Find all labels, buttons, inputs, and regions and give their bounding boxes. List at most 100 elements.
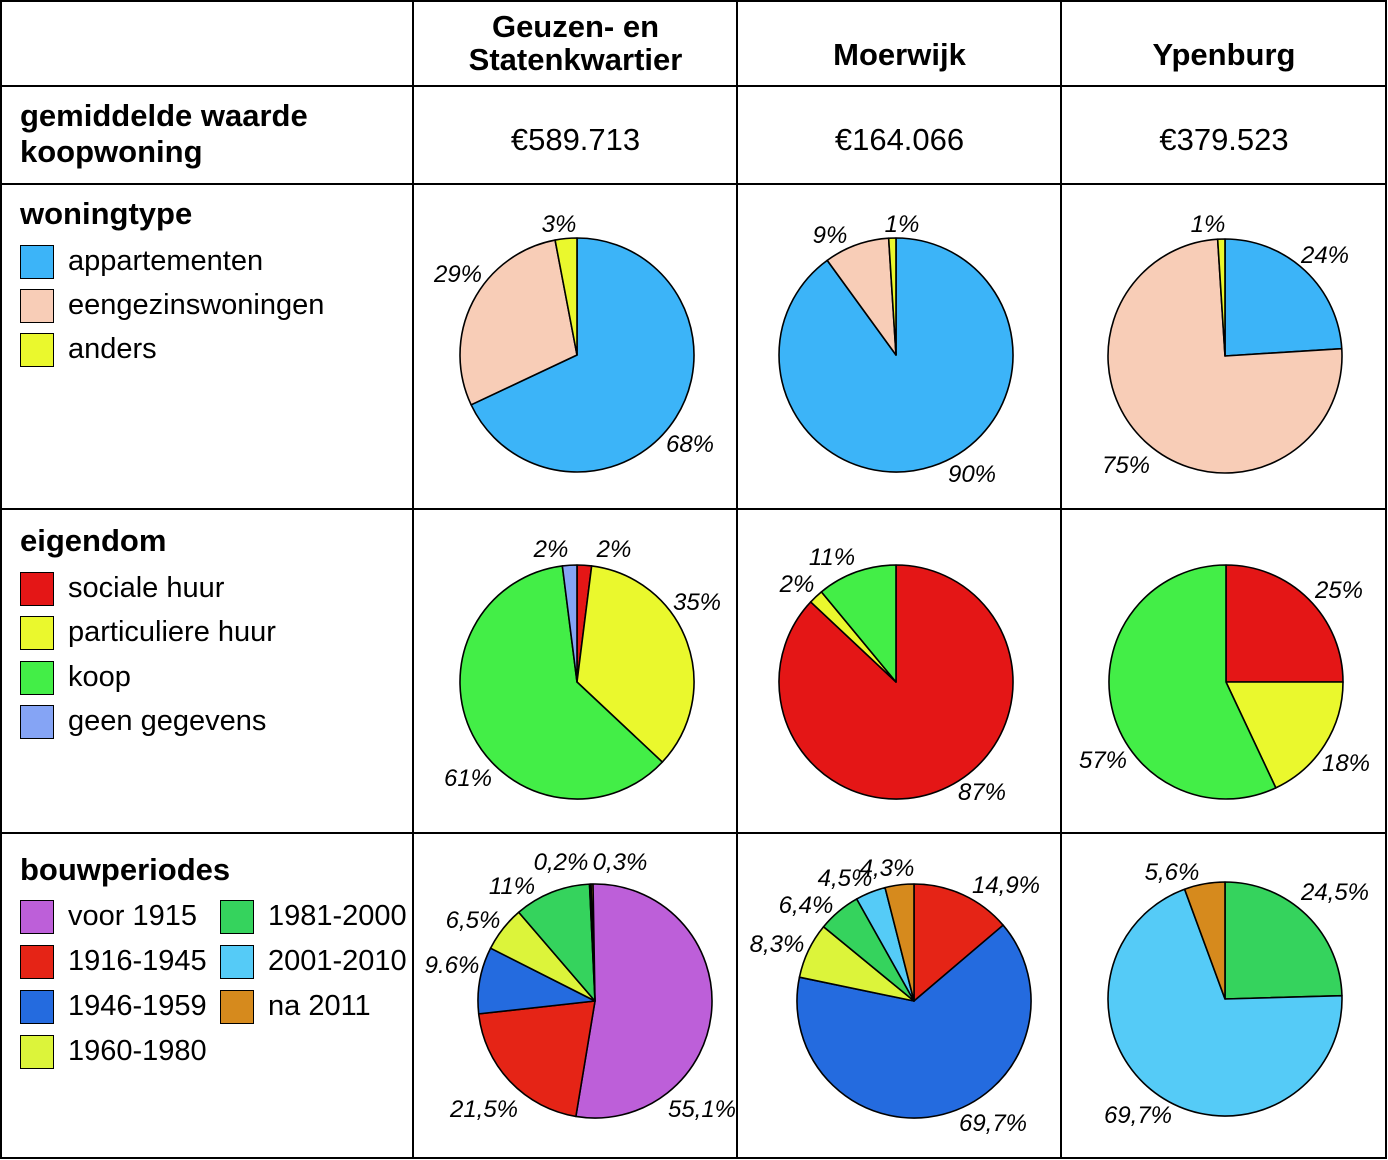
pie-chart: 2% 35% 61% 2%	[444, 536, 721, 800]
slice-label: 29%	[433, 261, 482, 288]
slice-label: 11%	[489, 873, 535, 900]
value-geuzen: €589.713	[510, 122, 641, 157]
row-label-line: gemiddelde waarde	[20, 98, 308, 133]
column-header-line: Geuzen- en	[491, 9, 660, 44]
slice-label: 9%	[813, 222, 848, 249]
pie-slice	[887, 237, 897, 356]
slice-label: 6,4%	[779, 892, 834, 919]
pie-slice	[820, 564, 897, 683]
pie-slice	[884, 883, 915, 1002]
slice-label: 24,5%	[1300, 879, 1369, 906]
legend-label: voor 1915	[68, 900, 197, 932]
slice-label: 11%	[809, 544, 855, 571]
slice-label: 25%	[1314, 577, 1363, 604]
slice-label: 4,5%	[818, 865, 873, 892]
pie-chart: 14,9% 69,7% 8,3% 6,4%4,5%4,3%	[750, 855, 1040, 1137]
pie-slice	[459, 239, 578, 406]
pie-slice	[1224, 238, 1343, 357]
slice-label: 21,5%	[449, 1096, 518, 1123]
legend-swatch-koop	[20, 661, 54, 695]
pie-chart: 24% 75% 1%	[1102, 211, 1349, 479]
legend-swatch-particuliere-huur	[20, 616, 54, 650]
slice-label: 69,7%	[959, 1110, 1027, 1137]
column-header-line: Statenkwartier	[468, 42, 683, 77]
pie-slice	[1183, 881, 1226, 1000]
slice-label: 4,3%	[860, 855, 915, 882]
pie-slice	[575, 883, 713, 1119]
slice-label: 18%	[1322, 750, 1370, 777]
legend-label: particuliere huur	[68, 616, 276, 648]
slice-label: 35%	[673, 589, 721, 616]
legend-label: koop	[68, 661, 131, 693]
legend-label: geen gegevens	[68, 705, 267, 737]
value-moerwijk: €164.066	[834, 122, 965, 157]
slice-label: 3%	[542, 211, 577, 238]
column-header-geuzen-statenkwartier: Geuzen- en Statenkwartier	[414, 10, 737, 76]
slice-label: 75%	[1102, 452, 1150, 479]
pie-chart: 0,3% 55,1% 21,5% 9.6% 6,5% 11%0,2%	[425, 849, 736, 1123]
slice-label: 2%	[596, 536, 632, 563]
slice-label: 69,7%	[1104, 1102, 1172, 1129]
pie-slice	[554, 237, 578, 356]
pie-slice	[576, 565, 695, 763]
pie-slice	[588, 883, 596, 1002]
legend-label: na 2011	[268, 990, 371, 1022]
slice-label: 8,3%	[750, 931, 805, 958]
legend-swatch-eengezinswoningen	[20, 289, 54, 323]
legend-swatch-2001-2010	[220, 945, 254, 979]
legend-swatch-1981-2000	[220, 900, 254, 934]
slice-label: 0,3%	[593, 849, 648, 876]
legend-swatch-appartementen	[20, 245, 54, 279]
legend-swatch-voor-1915	[20, 900, 54, 934]
row-label-gemiddelde-waarde: gemiddelde waarde koopwoning	[20, 98, 308, 170]
pie-slice	[561, 564, 578, 683]
pie-slice	[517, 883, 596, 1002]
pie-slice	[470, 237, 695, 473]
legend-label: anders	[68, 333, 157, 365]
slice-label: 14,9%	[972, 872, 1040, 899]
slice-label: 24%	[1300, 242, 1349, 269]
legend-swatch-sociale-huur	[20, 572, 54, 606]
pie-chart: 90% 9% 1%	[778, 211, 1014, 488]
pie-slice	[477, 1000, 596, 1118]
slice-label: 9.6%	[425, 952, 480, 979]
slice-label: 1%	[1191, 211, 1226, 238]
slice-label: 68%	[666, 431, 714, 458]
pie-chart: 24,5% 69,7% 5,6%	[1104, 859, 1369, 1129]
row-label-line: koopwoning	[20, 134, 203, 169]
legend-label: 1946-1959	[68, 990, 207, 1022]
legend-label: 2001-2010	[268, 945, 407, 977]
slice-label: 57%	[1079, 747, 1127, 774]
legend-label: eengezinswoningen	[68, 289, 325, 321]
legend-label: 1960-1980	[68, 1035, 207, 1067]
slice-label: 1%	[885, 211, 920, 238]
value-ypenburg: €379.523	[1159, 122, 1289, 157]
pie-slice	[913, 883, 1004, 1002]
slice-label: 2%	[779, 571, 815, 598]
column-header-ypenburg: Ypenburg	[1152, 37, 1296, 72]
legend-label: 1916-1945	[68, 945, 207, 977]
slice-label: 55,1%	[668, 1096, 736, 1123]
legend-label: appartementen	[68, 245, 264, 277]
slice-label: 2%	[533, 536, 569, 563]
pie-slice	[1224, 881, 1343, 1000]
pie-slice	[1216, 238, 1226, 357]
slice-label: 87%	[958, 779, 1006, 806]
legend-swatch-geen-gegevens	[20, 705, 54, 739]
legend-label: sociale huur	[68, 572, 225, 604]
legend-swatch-1916-1945	[20, 945, 54, 979]
pie-slice	[796, 924, 1032, 1119]
row-label-eigendom: eigendom	[20, 523, 167, 558]
pie-slice	[459, 565, 664, 800]
pie-slice	[1225, 681, 1344, 789]
slice-label: 61%	[444, 765, 492, 792]
legend-swatch-1960-1980	[20, 1035, 54, 1069]
row-label-bouwperiodes: bouwperiodes	[20, 852, 231, 887]
column-header-moerwijk: Moerwijk	[833, 37, 966, 72]
slice-label: 90%	[948, 461, 996, 488]
legend-label: 1981-2000	[268, 900, 407, 932]
pie-chart: 68% 29% 3%	[433, 211, 714, 473]
legend-swatch-anders	[20, 333, 54, 367]
